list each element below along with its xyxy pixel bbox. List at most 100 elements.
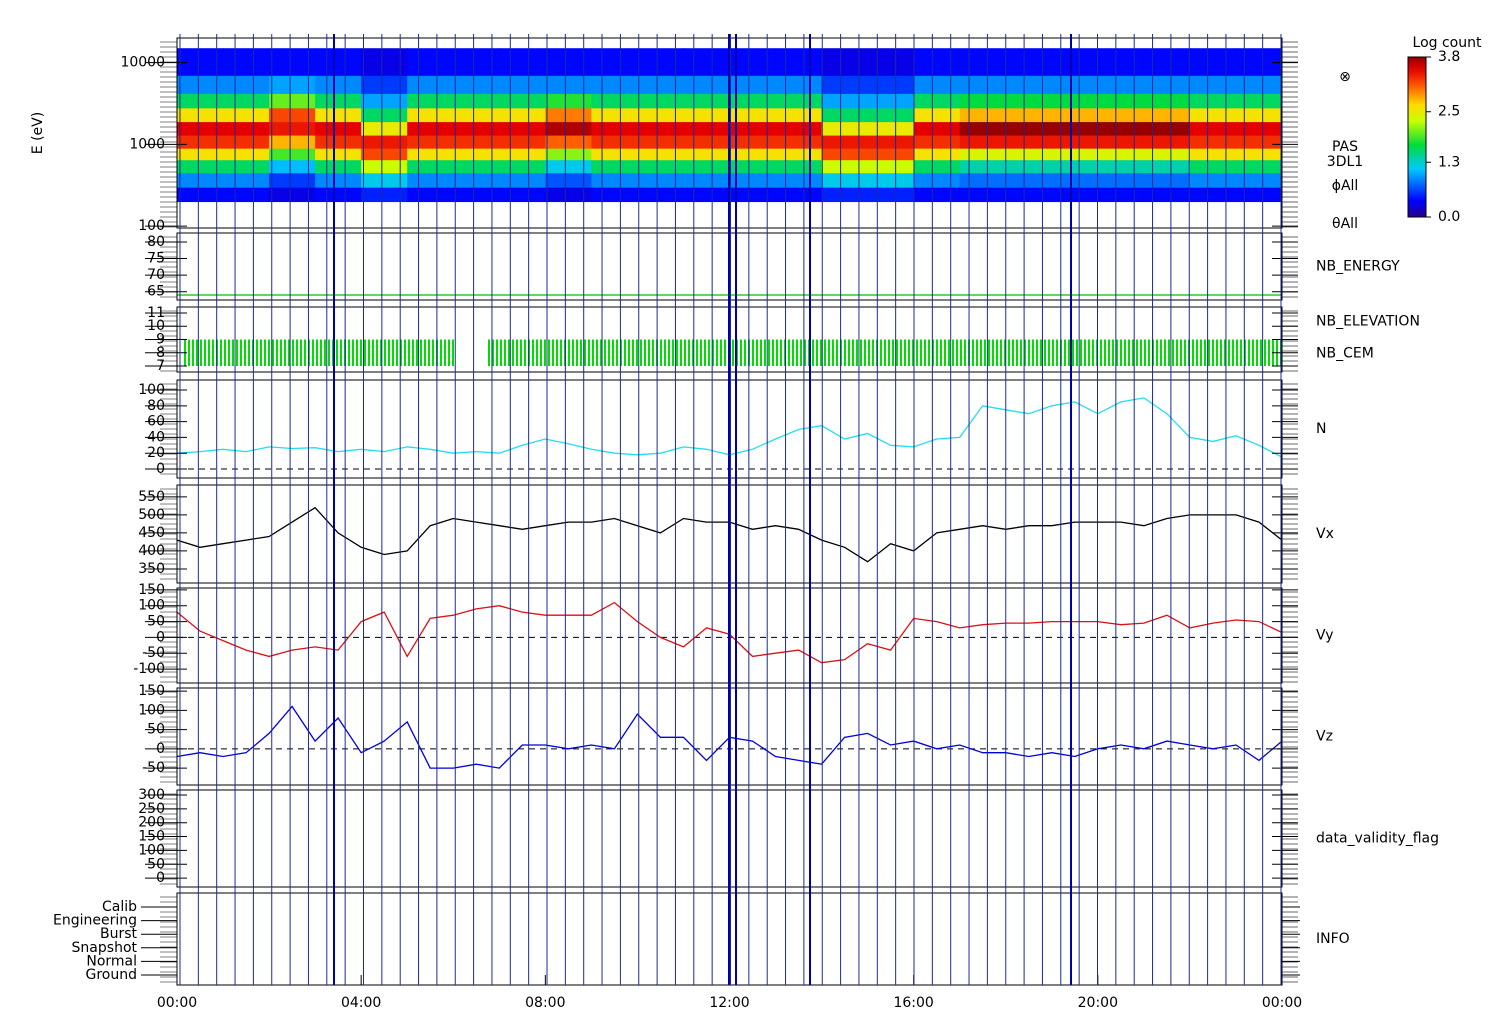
heatmap-cell <box>407 135 454 149</box>
heatmap-cell <box>637 159 684 174</box>
heatmap-cell <box>1097 135 1145 149</box>
heatmap-cell <box>1235 121 1283 136</box>
heatmap-cell <box>1143 135 1191 149</box>
heatmap-cell <box>1005 93 1053 109</box>
heatmap-cell <box>269 75 316 94</box>
heatmap-cell <box>1189 107 1237 123</box>
heatmap-cell <box>1051 75 1099 94</box>
heatmap-cell <box>1189 172 1237 188</box>
heatmap-cell <box>591 159 638 174</box>
heatmap-cell <box>499 187 546 203</box>
heatmap-cell <box>269 135 316 149</box>
heatmap-cell <box>959 148 1007 161</box>
heatmap-cell <box>913 93 961 109</box>
heatmap-cell <box>1005 148 1053 161</box>
heatmap-cell <box>499 172 546 188</box>
heatmap-cell <box>867 48 915 76</box>
heatmap-cell <box>315 75 362 94</box>
heatmap-cell <box>1005 172 1053 188</box>
heatmap-cell <box>177 187 224 203</box>
heatmap-cell <box>269 148 316 161</box>
heatmap-cell <box>637 107 684 123</box>
heatmap-cell <box>637 121 684 136</box>
colorbar-tick-label: 2.5 <box>1438 104 1460 120</box>
heatmap-cell <box>913 121 961 136</box>
range-bar <box>183 339 456 367</box>
heatmap-cell <box>591 48 638 76</box>
heatmap-cell <box>821 75 869 94</box>
heatmap-cell <box>1189 187 1237 203</box>
heatmap-cell <box>177 159 224 174</box>
heatmap-cell <box>821 48 869 76</box>
heatmap-cell <box>499 107 546 123</box>
heatmap-cell <box>177 107 224 123</box>
heatmap-cell <box>1051 172 1099 188</box>
heatmap-cell <box>361 93 408 109</box>
heatmap-cell <box>867 107 915 123</box>
x-tick-label: 00:00 <box>1262 995 1302 1011</box>
panel-label: data_validity_flag <box>1316 831 1439 847</box>
heatmap-cell <box>821 135 869 149</box>
heatmap-cell <box>729 121 777 136</box>
heatmap-cell <box>545 93 592 109</box>
heatmap-cell <box>1051 159 1099 174</box>
heatmap-cell <box>1235 107 1283 123</box>
heatmap-cell <box>775 187 823 203</box>
heatmap-cell <box>591 172 638 188</box>
heatmap-cell <box>361 159 408 174</box>
heatmap-cell <box>453 75 500 94</box>
heatmap-cell <box>453 121 500 136</box>
heatmap-cell <box>315 107 362 123</box>
heatmap-cell <box>177 172 224 188</box>
heatmap-cell <box>1005 159 1053 174</box>
category-label: Normal <box>86 953 137 969</box>
heatmap-cell <box>1097 172 1145 188</box>
heatmap-cell <box>959 93 1007 109</box>
heatmap-cell <box>453 187 500 203</box>
heatmap-cell <box>223 75 270 94</box>
category-label: Ground <box>86 967 138 983</box>
panel-label: ϕAll <box>1332 178 1359 194</box>
heatmap-cell <box>775 148 823 161</box>
heatmap-cell <box>959 159 1007 174</box>
heatmap-cell <box>1051 48 1099 76</box>
heatmap-cell <box>361 148 408 161</box>
heatmap-cell <box>1189 75 1237 94</box>
heatmap-cell <box>1189 135 1237 149</box>
heatmap-cell <box>913 48 961 76</box>
heatmap-cell <box>683 75 730 94</box>
panel-label: PAS <box>1332 139 1358 155</box>
x-tick-label: 16:00 <box>893 995 933 1011</box>
heatmap-cell <box>545 75 592 94</box>
colorbar <box>1407 56 1427 218</box>
heatmap-cell <box>177 93 224 109</box>
range-bar <box>487 339 1282 367</box>
category-label: Snapshot <box>72 940 138 956</box>
heatmap-cell <box>269 159 316 174</box>
heatmap-cell <box>545 48 592 76</box>
heatmap-cell <box>315 172 362 188</box>
heatmap-cell <box>223 159 270 174</box>
heatmap-cell <box>1143 107 1191 123</box>
heatmap-cell <box>315 135 362 149</box>
series-label: N <box>1316 421 1326 437</box>
heatmap-cell <box>269 107 316 123</box>
heatmap-cell <box>1005 121 1053 136</box>
heatmap-cell <box>407 48 454 76</box>
heatmap-cell <box>913 148 961 161</box>
heatmap-cell <box>729 93 777 109</box>
series-label: NB_ELEVATION <box>1316 314 1420 330</box>
heatmap-cell <box>545 148 592 161</box>
heatmap-cell <box>775 172 823 188</box>
heatmap-cell <box>1005 187 1053 203</box>
panel-label: 3DL1 <box>1327 154 1363 170</box>
heatmap-cell <box>867 93 915 109</box>
heatmap-cell <box>821 121 869 136</box>
heatmap-cell <box>591 107 638 123</box>
heatmap-cell <box>959 121 1007 136</box>
heatmap-cell <box>637 187 684 203</box>
heatmap-cell <box>775 135 823 149</box>
heatmap-cell <box>223 135 270 149</box>
heatmap-cell <box>177 48 224 76</box>
heatmap-cell <box>545 187 592 203</box>
